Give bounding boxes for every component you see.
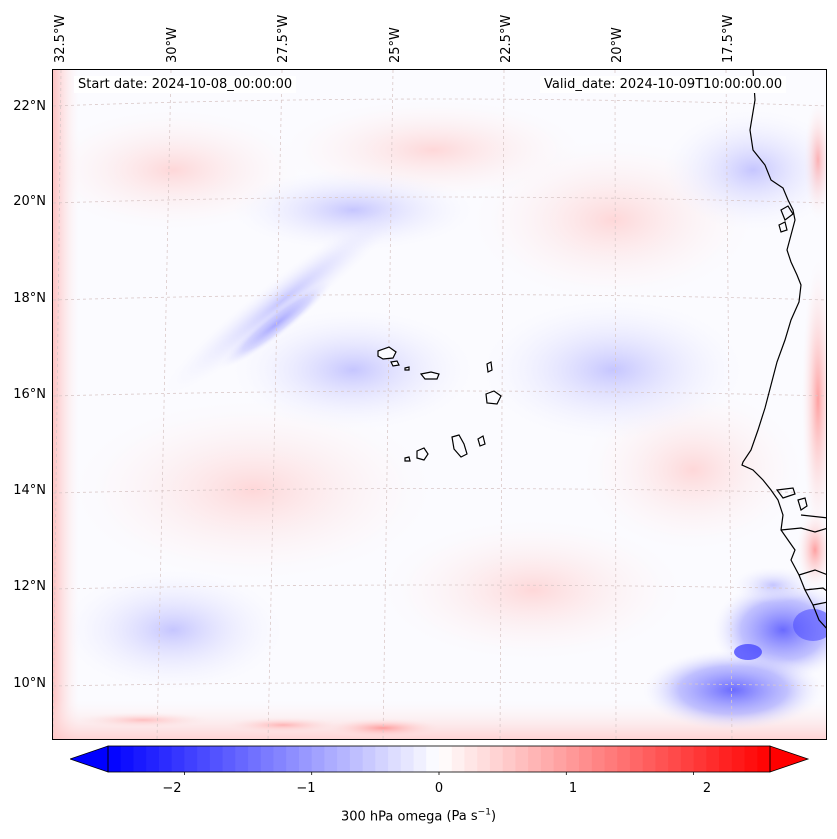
lon-label-22-5w: 22.5°W <box>499 14 514 63</box>
colorbar-cell <box>260 746 274 772</box>
colorbar <box>70 745 810 775</box>
colorbar-cell <box>693 746 707 772</box>
colorbar-cell <box>528 746 542 772</box>
lat-label-12n: 12°N <box>13 579 46 594</box>
colorbar-cell <box>515 746 529 772</box>
colorbar-cells <box>108 746 771 772</box>
colorbar-cell <box>553 746 567 772</box>
colorbar-cell <box>324 746 338 772</box>
colorbar-cell <box>222 746 236 772</box>
colorbar-tick-0: 0 <box>434 781 444 796</box>
lat-label-22n: 22°N <box>13 99 46 114</box>
coastline-africa <box>741 70 826 629</box>
colorbar-cell <box>706 746 720 772</box>
island-fogo <box>416 447 429 461</box>
colorbar-cell <box>655 746 669 772</box>
island-sao-vicente <box>390 360 400 367</box>
colorbar-cell <box>629 746 644 772</box>
lon-label-17-5w: 17.5°W <box>721 14 736 63</box>
colorbar-cell <box>400 746 415 772</box>
lat-label-18n: 18°N <box>13 291 46 306</box>
colorbar-cell <box>197 746 211 772</box>
colorbar-cell <box>375 746 389 772</box>
colorbar-cell <box>489 746 504 772</box>
colorbar-label: 300 hPa omega (Pa s−1) <box>0 808 837 824</box>
lon-label-30w: 30°W <box>165 27 180 63</box>
colorbar-cell <box>184 746 198 772</box>
colorbar-cell <box>362 746 376 772</box>
lat-label-10n: 10°N <box>13 676 46 691</box>
colorbar-cell <box>744 746 758 772</box>
colorbar-tick-marks <box>183 772 695 775</box>
colorbar-cell <box>349 746 364 772</box>
graticule-lines <box>53 70 826 739</box>
colorbar-extend-max <box>769 745 810 773</box>
colorbar-cell <box>273 746 287 772</box>
island-maio <box>477 435 486 447</box>
colorbar-cell <box>502 746 516 772</box>
colorbar-cell <box>668 746 682 772</box>
map-plot-area <box>52 69 827 740</box>
colorbar-cell <box>680 746 695 772</box>
island-santo-antao <box>377 346 397 360</box>
colorbar-cell <box>439 746 453 772</box>
lat-label-16n: 16°N <box>13 387 46 402</box>
colorbar-cell <box>757 746 771 772</box>
colorbar-cell <box>591 746 605 772</box>
colorbar-cell <box>209 746 224 772</box>
colorbar-cell <box>426 746 440 772</box>
colorbar-cell <box>477 746 491 772</box>
lat-label-20n: 20°N <box>13 194 46 209</box>
cape-verde-islands <box>377 346 502 462</box>
lon-label-27-5w: 27.5°W <box>276 14 291 63</box>
colorbar-cell <box>719 746 733 772</box>
island-boa-vista <box>485 390 502 405</box>
colorbar-cell <box>120 746 134 772</box>
lon-label-32-5w: 32.5°W <box>53 14 68 63</box>
island-santiago <box>451 434 468 458</box>
colorbar-tick-1: 1 <box>568 781 578 796</box>
lat-label-14n: 14°N <box>13 483 46 498</box>
island-sal <box>486 361 493 373</box>
lon-label-20w: 20°W <box>610 27 625 63</box>
colorbar-cell <box>171 746 185 772</box>
island-sao-nicolau <box>419 371 440 380</box>
colorbar-cell <box>579 746 593 772</box>
colorbar-cell <box>566 746 580 772</box>
start-date-label: Start date: 2024-10-08_00:00:00 <box>74 76 297 93</box>
map-canvas <box>53 70 826 739</box>
colorbar-cell <box>731 746 746 772</box>
colorbar-cell <box>604 746 618 772</box>
colorbar-cell <box>337 746 351 772</box>
colorbar-cell <box>286 746 300 772</box>
colorbar-units: (Pa s−1) <box>446 808 497 825</box>
colorbar-cell <box>617 746 631 772</box>
colorbar-cell <box>642 746 656 772</box>
island-santa-luzia <box>404 366 410 371</box>
colorbar-cell <box>451 746 465 772</box>
colorbar-cell <box>464 746 478 772</box>
colorbar-cell <box>133 746 147 772</box>
colorbar-tick-minus1: −1 <box>296 781 316 796</box>
colorbar-cell <box>311 746 325 772</box>
colorbar-cell <box>158 746 173 772</box>
colorbar-cell <box>413 746 427 772</box>
colorbar-extend-min <box>70 745 109 773</box>
colorbar-tick-2: 2 <box>702 781 712 796</box>
valid-date-label: Valid_date: 2024-10-09T10:00:00.00 <box>540 76 787 93</box>
colorbar-cell <box>235 746 249 772</box>
colorbar-cell <box>298 746 313 772</box>
colorbar-cell <box>388 746 402 772</box>
colorbar-cell <box>540 746 555 772</box>
colorbar-tick-minus2: −2 <box>162 781 182 796</box>
lon-label-25w: 25°W <box>388 27 403 63</box>
island-brava <box>404 456 411 462</box>
colorbar-variable: 300 hPa omega <box>340 809 443 825</box>
colorbar-cell <box>146 746 160 772</box>
colorbar-cell <box>248 746 262 772</box>
colorbar-cell <box>108 746 122 772</box>
